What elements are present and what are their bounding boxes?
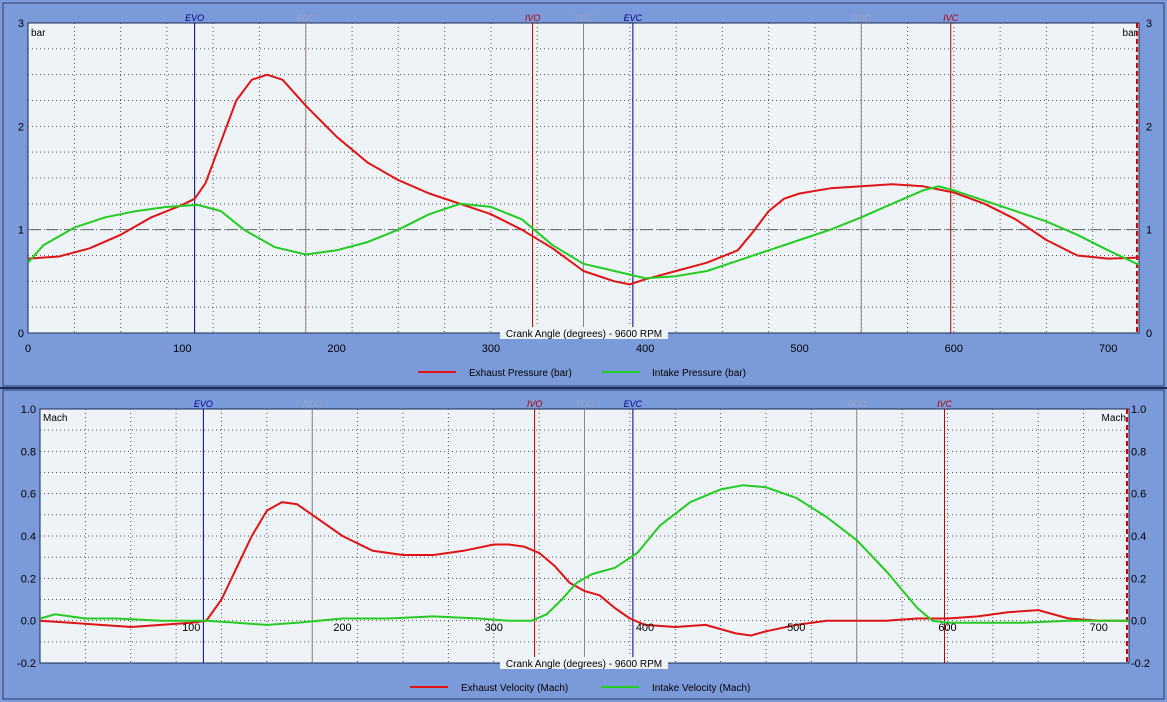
pressure-x-tick-label: 300 <box>482 343 500 355</box>
legend-intake-pressure-label: Intake Pressure (bar) <box>652 368 746 379</box>
pressure-x-axis-label: Crank Angle (degrees) - 9600 RPM <box>506 329 662 340</box>
pressure-y-tick-label-left: 3 <box>18 18 24 30</box>
velocity-y-tick-label-left: 0.0 <box>21 616 36 628</box>
velocity-event-label-evc: EVC <box>624 399 643 409</box>
pressure-x-tick-label: 600 <box>945 343 963 355</box>
velocity-event-label-ivo: IVO <box>527 399 543 409</box>
pressure-x-axis-label-bg <box>500 327 668 339</box>
pressure-x-tick-label: 500 <box>790 343 808 355</box>
velocity-x-tick-label: 400 <box>636 622 654 634</box>
pressure-chart: EVO BDC IVO TDC EVC BDC IVC 0 100 200 300 400 500 60… <box>18 13 1152 379</box>
velocity-x-tick-label: 500 <box>787 622 805 634</box>
velocity-chart: EVO BDC IVO TDC EVC BDC IVC 100 200 300 400 500 600… <box>17 399 1150 694</box>
pressure-y-unit-left: bar <box>31 28 46 39</box>
velocity-x-axis-label-bg <box>500 657 668 669</box>
velocity-y-unit-left: Mach <box>43 413 67 424</box>
velocity-tick-labels: 100 200 300 400 500 600 700 -0.2 -0.2 0.0 0.0 0.2 0.… <box>17 404 1150 670</box>
velocity-series-intake-line <box>39 484 1129 626</box>
pressure-legend: Exhaust Pressure (bar) Intake Pressure (… <box>418 368 746 379</box>
velocity-series <box>39 484 1129 637</box>
velocity-y-tick-label-left: 0.6 <box>21 489 36 501</box>
velocity-y-tick-label-right: 1.0 <box>1131 404 1146 416</box>
pressure-y-tick-label-left: 0 <box>18 328 24 340</box>
pressure-x-tick-label: 400 <box>636 343 654 355</box>
velocity-x-axis-label: Crank Angle (degrees) - 9600 RPM <box>506 659 662 670</box>
pressure-series-exhaust-line <box>27 73 1140 286</box>
pressure-event-label-bdc: BDC <box>852 13 872 23</box>
pressure-y-tick-label-right: 0 <box>1146 328 1152 340</box>
velocity-series-exhaust-line <box>39 501 1129 637</box>
pressure-series-intake-line <box>27 185 1140 280</box>
pressure-x-tick-label: 0 <box>25 343 31 355</box>
velocity-y-tick-label-right: 0.4 <box>1131 531 1146 543</box>
pressure-event-markers: EVO BDC IVO TDC EVC BDC IVC <box>185 13 959 333</box>
pressure-x-tick-label: 100 <box>173 343 191 355</box>
velocity-x-tick-label: 100 <box>182 622 200 634</box>
pressure-y-tick-label-right: 3 <box>1146 18 1152 30</box>
velocity-y-tick-label-left: 0.8 <box>21 446 36 458</box>
legend-intake-velocity-label: Intake Velocity (Mach) <box>652 683 750 694</box>
velocity-event-label-bdc: BDC <box>303 399 323 409</box>
velocity-y-tick-label-left: -0.2 <box>17 658 36 670</box>
legend-exhaust-pressure-label: Exhaust Pressure (bar) <box>469 368 572 379</box>
velocity-event-label-ivc: IVC <box>937 399 953 409</box>
velocity-event-label-bdc: BDC <box>847 399 867 409</box>
pressure-event-label-ivc: IVC <box>943 13 959 23</box>
velocity-x-tick-label: 300 <box>485 622 503 634</box>
pressure-y-tick-label-right: 2 <box>1146 121 1152 133</box>
velocity-x-tick-label: 600 <box>938 622 956 634</box>
velocity-y-tick-label-right: 0.0 <box>1131 616 1146 628</box>
pressure-y-unit-right: bar <box>1123 28 1138 39</box>
velocity-y-tick-label-right: 0.8 <box>1131 446 1146 458</box>
velocity-event-label-evo: EVO <box>194 399 213 409</box>
velocity-event-label-tdc: TDC <box>575 399 594 409</box>
pressure-event-label-evc: EVC <box>624 13 643 23</box>
velocity-y-tick-label-right: -0.2 <box>1131 658 1150 670</box>
velocity-y-tick-label-right: 0.2 <box>1131 573 1146 585</box>
pressure-grid <box>28 23 1139 333</box>
velocity-y-tick-label-left: 0.4 <box>21 531 36 543</box>
velocity-y-tick-label-right: 0.6 <box>1131 489 1146 501</box>
pressure-series <box>27 73 1140 286</box>
pressure-event-label-bdc: BDC <box>296 13 316 23</box>
velocity-y-tick-label-left: 1.0 <box>21 404 36 416</box>
pressure-event-label-evo: EVO <box>185 13 204 23</box>
velocity-x-tick-label: 200 <box>333 622 351 634</box>
velocity-event-markers: EVO BDC IVO TDC EVC BDC IVC <box>194 399 953 663</box>
pressure-event-label-tdc: TDC <box>574 13 593 23</box>
pressure-y-tick-label-right: 1 <box>1146 225 1152 237</box>
velocity-y-unit-right: Mach <box>1102 413 1126 424</box>
pressure-event-label-ivo: IVO <box>525 13 541 23</box>
velocity-x-tick-label: 700 <box>1090 622 1108 634</box>
pressure-y-tick-label-left: 1 <box>18 225 24 237</box>
velocity-legend: Exhaust Velocity (Mach) Intake Velocity … <box>410 683 750 694</box>
velocity-y-tick-label-left: 0.2 <box>21 573 36 585</box>
pressure-y-tick-label-left: 2 <box>18 121 24 133</box>
pressure-x-tick-label: 700 <box>1099 343 1117 355</box>
pressure-x-tick-label: 200 <box>327 343 345 355</box>
legend-exhaust-velocity-label: Exhaust Velocity (Mach) <box>461 683 568 694</box>
